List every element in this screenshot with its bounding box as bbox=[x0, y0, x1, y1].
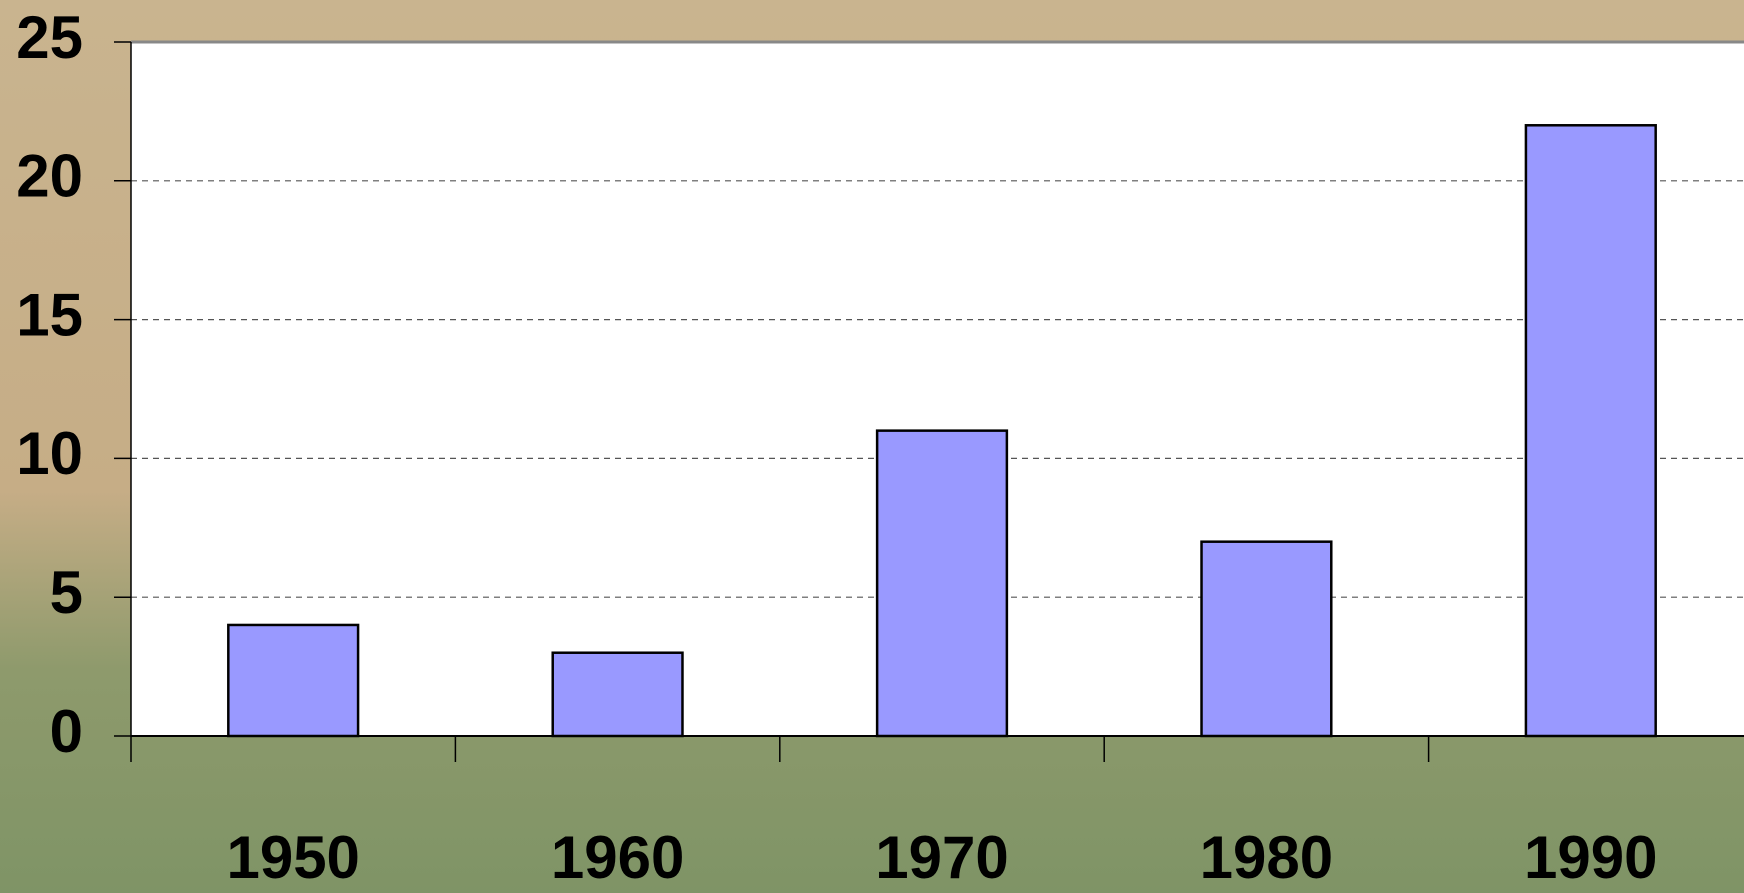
bar bbox=[1200, 540, 1333, 738]
x-tick-label: 1980 bbox=[1200, 824, 1333, 891]
bar bbox=[875, 429, 1009, 738]
y-tick-label: 25 bbox=[16, 4, 83, 71]
y-tick-label: 10 bbox=[16, 420, 83, 487]
bar bbox=[1524, 124, 1657, 738]
x-tick-label: 1960 bbox=[551, 824, 684, 891]
y-tick-label: 20 bbox=[16, 143, 83, 210]
x-tick-label: 1970 bbox=[875, 824, 1008, 891]
y-tick-label: 15 bbox=[16, 281, 83, 348]
bar bbox=[551, 651, 684, 738]
y-tick-label: 0 bbox=[50, 698, 83, 765]
y-tick-label: 5 bbox=[50, 559, 83, 626]
x-tick-label: 1950 bbox=[226, 824, 359, 891]
bar bbox=[227, 623, 360, 738]
x-tick-label: 1990 bbox=[1524, 824, 1657, 891]
